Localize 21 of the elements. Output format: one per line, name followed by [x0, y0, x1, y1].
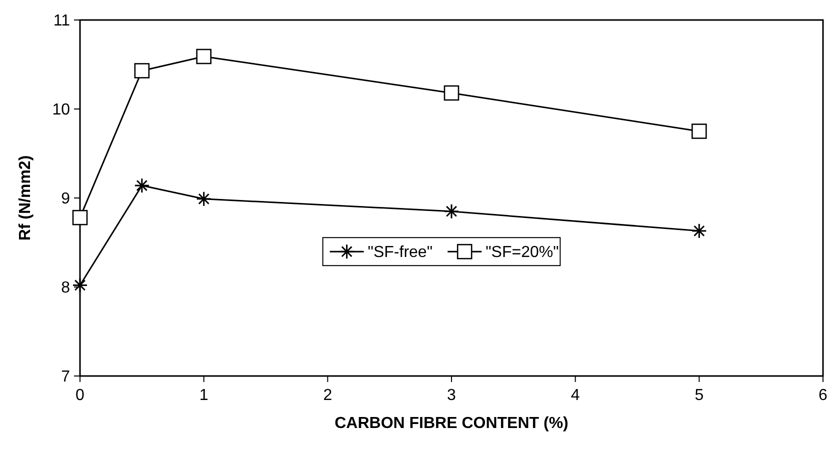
x-tick-label: 1 [199, 387, 208, 404]
point [72, 210, 88, 226]
x-tick-label: 5 [694, 387, 704, 404]
y-tick-label: 11 [53, 12, 70, 30]
point [134, 63, 150, 78]
y-tick-label: 7 [61, 368, 70, 386]
legend-label: "SF=20%" [486, 244, 559, 262]
x-axis-title: CARBON FIBRE CONTENT (%) [334, 415, 568, 432]
x-tick-label: 2 [323, 387, 332, 404]
point [444, 85, 460, 101]
x-tick-label: 0 [76, 387, 85, 404]
x-tick-label: 3 [447, 387, 456, 404]
legend-label: "SF-free" [368, 244, 433, 262]
x-tick-label: 6 [818, 387, 828, 404]
y-tick-label: 9 [61, 190, 70, 208]
y-tick-label: 10 [52, 102, 70, 119]
x-tick-label: 4 [570, 387, 580, 404]
point [692, 124, 707, 139]
y-axis-title: Rf (N/mm2) [17, 155, 34, 241]
y-tick-label: 8 [61, 280, 70, 297]
point [196, 48, 212, 64]
